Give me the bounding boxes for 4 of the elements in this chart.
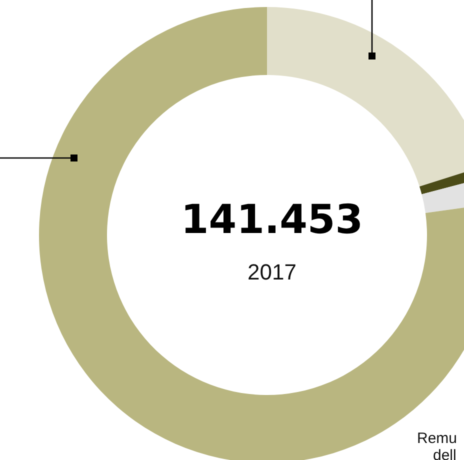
text: Remu <box>417 430 458 447</box>
text: 141.453 <box>180 197 364 243</box>
text: dell <box>433 447 456 460</box>
text: 2017 <box>248 260 296 284</box>
